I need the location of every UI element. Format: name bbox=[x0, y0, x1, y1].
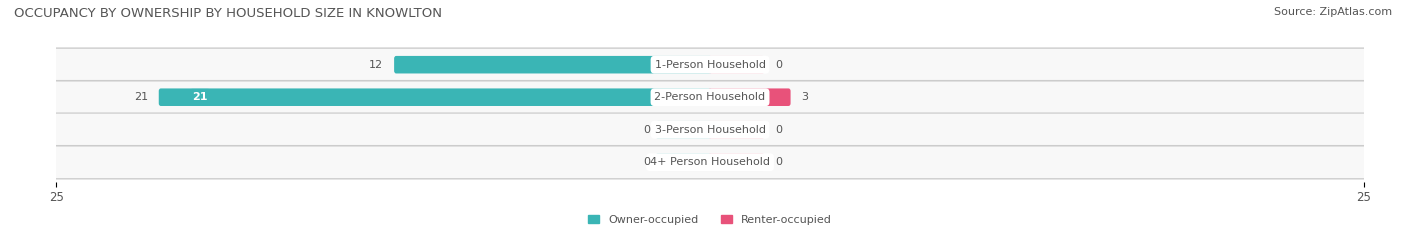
FancyBboxPatch shape bbox=[46, 81, 1374, 114]
FancyBboxPatch shape bbox=[46, 113, 1374, 146]
Text: OCCUPANCY BY OWNERSHIP BY HOUSEHOLD SIZE IN KNOWLTON: OCCUPANCY BY OWNERSHIP BY HOUSEHOLD SIZE… bbox=[14, 7, 441, 20]
FancyBboxPatch shape bbox=[709, 121, 765, 138]
Text: 0: 0 bbox=[643, 125, 650, 135]
Text: 4+ Person Household: 4+ Person Household bbox=[650, 157, 770, 167]
FancyBboxPatch shape bbox=[655, 154, 711, 171]
Text: 12: 12 bbox=[368, 60, 382, 70]
FancyBboxPatch shape bbox=[46, 48, 1374, 81]
FancyBboxPatch shape bbox=[394, 56, 711, 73]
Text: 0: 0 bbox=[776, 60, 782, 70]
FancyBboxPatch shape bbox=[709, 56, 765, 73]
FancyBboxPatch shape bbox=[46, 146, 1374, 179]
Text: 3: 3 bbox=[801, 92, 808, 102]
FancyBboxPatch shape bbox=[709, 154, 765, 171]
Text: 1-Person Household: 1-Person Household bbox=[655, 60, 765, 70]
FancyBboxPatch shape bbox=[159, 89, 711, 106]
FancyBboxPatch shape bbox=[655, 121, 711, 138]
FancyBboxPatch shape bbox=[709, 89, 790, 106]
Legend: Owner-occupied, Renter-occupied: Owner-occupied, Renter-occupied bbox=[583, 210, 837, 229]
Text: 0: 0 bbox=[776, 157, 782, 167]
Text: 21: 21 bbox=[193, 92, 208, 102]
Text: 3-Person Household: 3-Person Household bbox=[655, 125, 765, 135]
Text: 21: 21 bbox=[134, 92, 148, 102]
Text: 0: 0 bbox=[776, 125, 782, 135]
Text: 0: 0 bbox=[643, 157, 650, 167]
Text: Source: ZipAtlas.com: Source: ZipAtlas.com bbox=[1274, 7, 1392, 17]
Text: 2-Person Household: 2-Person Household bbox=[654, 92, 766, 102]
